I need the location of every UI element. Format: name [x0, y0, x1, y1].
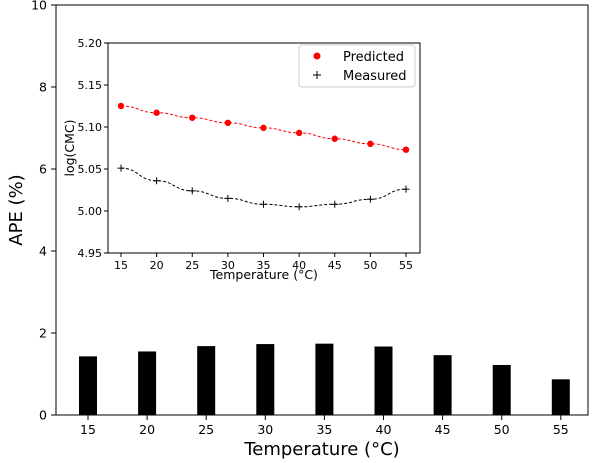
- main-y-tick-label: 2: [39, 326, 47, 341]
- main-x-tick-label: 25: [198, 422, 214, 437]
- point-measured-40: [295, 203, 303, 211]
- point-measured-30: [224, 194, 232, 202]
- main-x-tick-label: 40: [376, 422, 392, 437]
- inset-x-ticks: 15 20 25 30 35 40 45 50 55: [114, 253, 413, 272]
- bar-40: [374, 346, 393, 415]
- bar-35: [315, 343, 334, 415]
- inset-x-tick-label: 50: [363, 259, 377, 272]
- inset-y-tick-label: 5.15: [78, 79, 103, 92]
- inset-y-tick-label: 5.05: [78, 163, 103, 176]
- main-x-tick-label: 50: [494, 422, 510, 437]
- bar-15: [79, 356, 97, 415]
- legend-predicted-marker: [313, 52, 321, 60]
- main-y-tick-label: 4: [39, 244, 47, 259]
- point-predicted-15: [117, 102, 125, 110]
- point-measured-45: [331, 200, 339, 208]
- inset-x-tick-label: 40: [292, 259, 306, 272]
- legend-measured-label: Measured: [343, 69, 407, 84]
- inset-x-tick-label: 30: [221, 259, 235, 272]
- inset-x-tick-label: 35: [257, 259, 271, 272]
- point-measured-55: [402, 185, 410, 193]
- legend-measured-marker: [313, 71, 321, 79]
- main-y-tick-label: 8: [39, 80, 47, 95]
- main-x-tick-label: 35: [316, 422, 332, 437]
- point-predicted-20: [153, 109, 160, 116]
- point-measured-20: [153, 177, 161, 185]
- inset-y-tick-label: 5.00: [78, 205, 103, 218]
- point-measured-25: [188, 187, 196, 195]
- inset-x-tick-label: 15: [114, 259, 128, 272]
- main-x-tick-label: 55: [553, 422, 569, 437]
- inset-legend: Predicted Measured: [298, 44, 416, 88]
- legend-predicted-label: Predicted: [343, 50, 404, 65]
- point-predicted-45: [331, 135, 338, 142]
- point-predicted-55: [402, 146, 410, 153]
- series-line-measured: [120, 167, 407, 208]
- bar-25: [197, 346, 216, 415]
- bar-45: [433, 355, 452, 415]
- bar-55: [551, 379, 570, 415]
- point-predicted-50: [367, 140, 374, 147]
- main-y-tick-label: 0: [39, 408, 47, 423]
- point-measured-50: [366, 195, 374, 203]
- point-predicted-25: [189, 114, 196, 121]
- main-chart: 15 20 25 30 35 40 45 50 55 0 2 4 6 8 10 Temperature (…: [6, 0, 589, 460]
- main-y-tick-label: 6: [39, 162, 47, 177]
- inset-y-ticks: 4.95 5.00 5.05 5.10 5.15 5.20: [78, 37, 108, 260]
- point-predicted-35: [260, 124, 267, 132]
- inset-x-tick-label: 55: [399, 259, 413, 272]
- main-y-axis-label: APE (%): [6, 174, 27, 245]
- inset-x-tick-label: 45: [328, 259, 342, 272]
- main-bars: [79, 343, 570, 415]
- main-x-tick-label: 45: [435, 422, 451, 437]
- point-predicted-30: [224, 119, 232, 127]
- main-x-ticks: 15 20 25 30 35 40 45 50 55: [80, 415, 569, 437]
- legend-box: [298, 44, 416, 88]
- inset-y-tick-label: 5.20: [78, 37, 103, 50]
- inset-x-tick-label: 20: [150, 259, 164, 272]
- point-predicted-40: [295, 129, 303, 137]
- main-x-tick-label: 30: [257, 422, 273, 437]
- inset-x-tick-label: 25: [185, 259, 199, 272]
- main-x-tick-label: 20: [139, 422, 155, 437]
- inset-chart: 15 20 25 30 35 40 45 50 55 4.95 5.00 5.05 5.10 5.15 5…: [62, 37, 421, 282]
- inset-y-tick-label: 4.95: [78, 247, 103, 260]
- bar-50: [492, 364, 511, 415]
- bar-30: [256, 344, 275, 415]
- inset-y-axis-label: log(CMC): [62, 119, 77, 176]
- inset-y-tick-label: 5.10: [78, 121, 103, 134]
- main-y-tick-label: 10: [31, 0, 47, 13]
- inset-x-axis-label: Temperature (°C): [209, 267, 318, 282]
- main-y-ticks: 0 2 4 6 8 10: [31, 0, 56, 423]
- inset-lines: [117, 102, 410, 211]
- main-x-axis-label: Temperature (°C): [243, 439, 399, 460]
- series-line-predicted: [120, 105, 407, 151]
- main-x-tick-label: 15: [80, 422, 96, 437]
- point-measured-15: [117, 164, 125, 172]
- point-measured-35: [260, 200, 267, 208]
- bar-20: [138, 351, 157, 415]
